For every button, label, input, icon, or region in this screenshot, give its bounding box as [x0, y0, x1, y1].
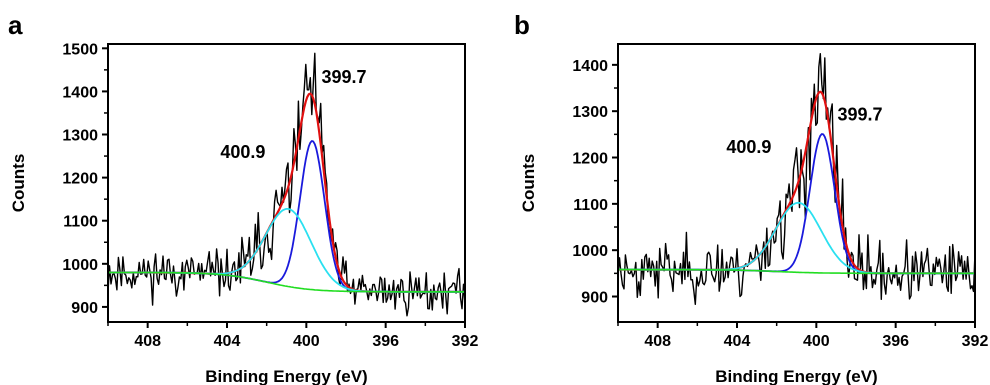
y-tick-label: 900 — [581, 290, 608, 307]
fit-envelope-line — [108, 92, 465, 293]
x-tick-label: 400 — [293, 333, 320, 350]
peak-annotation: 399.7 — [321, 67, 366, 87]
x-tick-label: 408 — [134, 333, 161, 350]
plot-area — [108, 52, 465, 317]
y-tick-label: 1000 — [62, 257, 98, 274]
background-line — [618, 268, 975, 275]
x-tick-label: 396 — [372, 333, 399, 350]
x-tick-label: 408 — [644, 333, 671, 350]
raw-spectrum-line — [618, 53, 975, 305]
panel-letter: a — [8, 10, 23, 40]
axes-frame — [107, 43, 466, 323]
y-tick-label: 1100 — [63, 214, 98, 231]
raw-spectrum-line — [108, 52, 465, 317]
peak-annotation: 400.9 — [726, 137, 771, 157]
background-line — [108, 271, 465, 293]
y-tick-label: 1000 — [572, 243, 608, 260]
y-tick-label: 1300 — [572, 104, 608, 121]
fit-envelope-line — [618, 90, 975, 275]
x-tick-label: 400 — [803, 333, 830, 350]
y-tick-label: 1400 — [62, 84, 98, 101]
peak-annotation: 400.9 — [220, 142, 265, 162]
y-tick-label: 900 — [71, 300, 98, 317]
x-tick-label: 396 — [882, 333, 909, 350]
x-tick-label: 404 — [724, 333, 751, 350]
panel-b-chart: b 408 404 400 396 392 900 1000 1100 1200 1300 1400 B… — [514, 10, 988, 385]
axes-frame — [617, 43, 976, 323]
y-tick-label: 1200 — [572, 151, 608, 168]
x-axis-title: Binding Energy (eV) — [205, 367, 367, 385]
x-axis-title: Binding Energy (eV) — [715, 367, 877, 385]
plot-area — [618, 53, 975, 305]
panel-a-chart: a 408 404 400 396 392 900 1000 1100 1200 1300 1400 1… — [8, 10, 478, 385]
y-axis-title: Counts — [9, 154, 28, 213]
peak-annotation: 399.7 — [837, 104, 882, 124]
y-tick-label: 1200 — [62, 171, 98, 188]
x-tick-label: 392 — [962, 333, 989, 350]
y-tick-label: 1300 — [62, 128, 98, 145]
panel-letter: b — [514, 10, 530, 40]
x-tick-label: 404 — [214, 333, 241, 350]
y-tick-label: 1100 — [573, 197, 608, 214]
y-tick-label: 1500 — [62, 41, 98, 58]
y-tick-label: 1400 — [572, 58, 608, 75]
y-axis-title: Counts — [519, 154, 538, 213]
x-tick-label: 392 — [452, 333, 479, 350]
